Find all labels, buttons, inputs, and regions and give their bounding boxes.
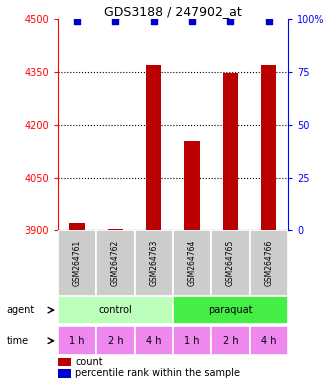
Bar (184, 141, 200, 384)
Bar (146, 65, 162, 384)
Point (113, 18, 118, 25)
Bar (173, 230, 211, 296)
Text: control: control (99, 305, 132, 315)
Text: GSM264766: GSM264766 (264, 240, 273, 286)
Bar (261, 65, 276, 384)
Text: paraquat: paraquat (208, 305, 253, 315)
Bar (96, 230, 135, 296)
Bar (58, 369, 71, 378)
Text: percentile rank within the sample: percentile rank within the sample (75, 368, 240, 378)
Bar (70, 223, 85, 384)
Bar (58, 358, 71, 366)
Bar (211, 326, 250, 355)
Bar (96, 326, 135, 355)
Bar (135, 230, 173, 296)
Text: 1 h: 1 h (184, 336, 200, 346)
Bar (250, 326, 288, 355)
Point (74, 18, 80, 25)
Bar (58, 296, 173, 324)
Text: agent: agent (7, 305, 35, 315)
Text: GSM264763: GSM264763 (149, 240, 158, 286)
Text: GSM264765: GSM264765 (226, 240, 235, 286)
Bar (250, 230, 288, 296)
Text: 4 h: 4 h (261, 336, 276, 346)
Point (266, 18, 271, 25)
Title: GDS3188 / 247902_at: GDS3188 / 247902_at (104, 5, 242, 18)
Text: 1 h: 1 h (70, 336, 85, 346)
Text: GSM264761: GSM264761 (72, 240, 82, 286)
Bar (173, 326, 211, 355)
Text: 2 h: 2 h (223, 336, 238, 346)
Text: GSM264764: GSM264764 (188, 240, 197, 286)
Text: time: time (7, 336, 29, 346)
Bar (173, 296, 288, 324)
Bar (211, 230, 250, 296)
Text: 2 h: 2 h (108, 336, 123, 346)
Text: 4 h: 4 h (146, 336, 162, 346)
Point (151, 18, 157, 25)
Text: count: count (75, 357, 103, 367)
Point (228, 18, 233, 25)
Point (189, 18, 195, 25)
Bar (108, 229, 123, 384)
Bar (223, 73, 238, 384)
Text: GSM264762: GSM264762 (111, 240, 120, 286)
Bar (58, 230, 96, 296)
Bar (135, 326, 173, 355)
Bar (58, 326, 96, 355)
